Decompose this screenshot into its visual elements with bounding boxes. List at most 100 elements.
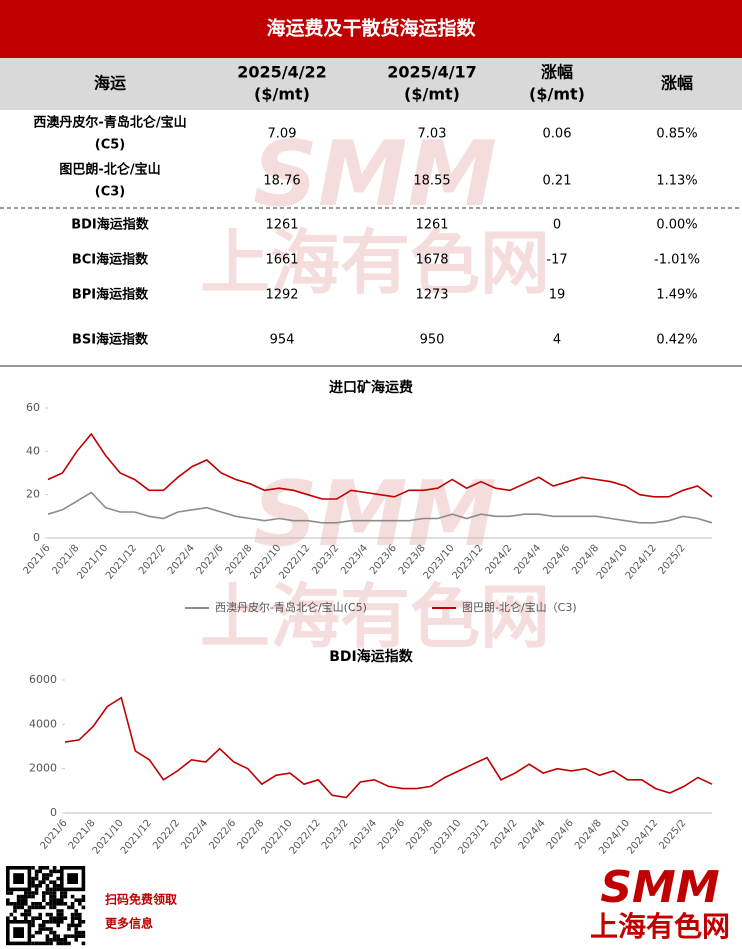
logo-name: 上海有色网	[590, 910, 730, 943]
qr-cell	[78, 898, 82, 902]
qr-cell	[13, 916, 17, 920]
qr-cell	[60, 898, 64, 902]
qr-cell	[52, 894, 57, 899]
qr-cell	[13, 909, 17, 913]
qr-cell	[31, 934, 35, 938]
qr-cell	[67, 927, 71, 931]
qr-cell	[34, 905, 39, 910]
qr-cell	[42, 941, 46, 946]
qr-cell	[49, 941, 53, 946]
qr-cell	[60, 920, 64, 924]
qr-text: 扫码免费领取	[105, 892, 177, 907]
qr-cell	[20, 898, 24, 902]
qr-cell	[31, 884, 35, 888]
qr-cell	[16, 898, 21, 902]
cell: 4	[553, 333, 561, 348]
column-header: 2025/4/17	[387, 63, 477, 82]
qr-cell	[78, 920, 82, 924]
qr-cell	[63, 916, 68, 920]
qr-cell	[81, 941, 86, 946]
qr-cell	[60, 894, 64, 899]
qr-cell	[24, 902, 28, 906]
chart-title: 进口矿海运费	[329, 379, 413, 396]
qr-cell	[9, 902, 14, 906]
qr-cell	[45, 866, 50, 870]
cell: 954	[270, 333, 295, 348]
qr-cell	[49, 880, 53, 884]
qr-cell	[38, 916, 42, 920]
qr-cell	[38, 905, 42, 910]
qr-cell	[38, 930, 42, 935]
qr-cell	[24, 894, 28, 899]
qr-finder	[13, 873, 24, 884]
qr-cell	[6, 902, 10, 906]
qr-cell	[34, 876, 39, 881]
qr-cell	[49, 887, 53, 892]
qr-cell	[38, 880, 42, 884]
qr-cell	[16, 905, 21, 910]
qr-cell	[27, 894, 32, 899]
cell: 1273	[415, 288, 448, 303]
qr-cell	[81, 894, 86, 899]
qr-cell	[78, 902, 82, 906]
qr-cell	[13, 902, 17, 906]
qr-cell	[34, 884, 39, 888]
qr-cell	[63, 902, 68, 906]
qr-cell	[34, 873, 39, 877]
qr-cell	[38, 866, 42, 870]
cell: 1678	[415, 253, 448, 268]
y-tick-label: 60	[26, 401, 40, 414]
cell: 7.09	[268, 127, 297, 142]
cell: 0.85%	[656, 127, 697, 142]
qr-cell	[70, 923, 75, 928]
qr-cell	[13, 905, 17, 910]
qr-cell	[45, 891, 50, 895]
legend-label: 西澳丹皮尔-青岛北仑/宝山(C5)	[215, 600, 367, 614]
y-tick-label: 2000	[29, 762, 57, 775]
qr-cell	[31, 894, 35, 899]
y-tick-label: 0	[50, 806, 57, 819]
qr-code	[6, 865, 86, 946]
qr-cell	[52, 920, 57, 924]
qr-cell	[45, 884, 50, 888]
cell: 1.13%	[656, 174, 697, 189]
qr-cell	[56, 938, 60, 942]
qr-cell	[24, 891, 28, 895]
qr-cell	[42, 876, 46, 881]
qr-cell	[31, 891, 35, 895]
cell: 950	[420, 333, 445, 348]
qr-cell	[74, 930, 78, 935]
qr-cell	[49, 920, 53, 924]
qr-cell	[56, 884, 60, 888]
qr-cell	[81, 930, 86, 935]
qr-cell	[31, 923, 35, 928]
qr-cell	[81, 905, 86, 910]
qr-cell	[52, 866, 57, 870]
qr-cell	[70, 894, 75, 899]
watermark-name: 上海有色网	[200, 576, 550, 658]
qr-cell	[24, 898, 28, 902]
cell: 18.55	[413, 174, 450, 189]
qr-cell	[49, 927, 53, 931]
line-series	[47, 491, 713, 524]
qr-cell	[27, 912, 32, 917]
qr-cell	[31, 905, 35, 910]
qr-cell	[60, 902, 64, 906]
line-series	[64, 696, 713, 799]
qr-cell	[63, 891, 68, 895]
cell: 1.49%	[656, 288, 697, 303]
qr-cell	[6, 891, 10, 895]
qr-cell	[52, 930, 57, 935]
chart-title: BDI海运指数	[329, 648, 414, 665]
row-label: BCI海运指数	[72, 252, 149, 268]
qr-text: 更多信息	[105, 916, 153, 931]
qr-cell	[56, 920, 60, 924]
qr-cell	[31, 941, 35, 946]
qr-cell	[78, 930, 82, 935]
qr-cell	[45, 934, 50, 938]
qr-cell	[49, 912, 53, 917]
qr-cell	[52, 905, 57, 910]
y-tick-label: 40	[26, 444, 40, 457]
qr-cell	[60, 891, 64, 895]
